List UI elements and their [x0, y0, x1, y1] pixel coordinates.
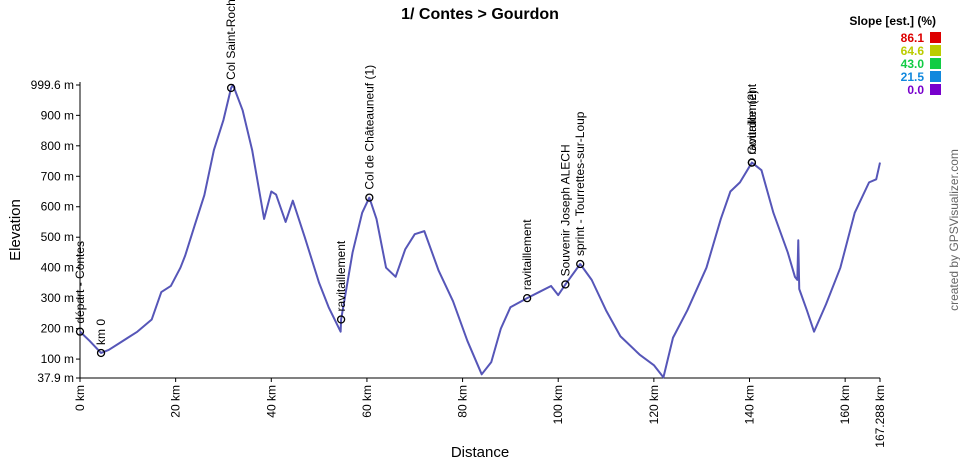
- y-tick-label: 400 m: [41, 261, 74, 275]
- chart-title: 1/ Contes > Gourdon: [401, 6, 559, 23]
- legend-swatch: [930, 32, 941, 43]
- y-tick-label: 700 m: [41, 169, 74, 183]
- waypoint-marker: [522, 293, 532, 303]
- credit: created by GPSVisualizer.com: [947, 149, 960, 311]
- waypoint-marker: [96, 348, 106, 358]
- x-tick-label: 0 km: [73, 385, 87, 411]
- legend-value: 64.6: [901, 44, 925, 58]
- x-tick-label: 140 km: [743, 385, 757, 424]
- x-axis-title: Distance: [451, 444, 509, 460]
- elevation-line: [79, 84, 881, 379]
- waypoint-label: km 0: [94, 319, 108, 345]
- y-tick-label: 800 m: [41, 139, 74, 153]
- waypoint-marker: [75, 327, 85, 336]
- x-tick-label: 40 km: [264, 385, 278, 418]
- y-tick-label: 600 m: [41, 200, 74, 214]
- waypoint-marker: [747, 158, 757, 167]
- legend-swatch: [930, 45, 941, 56]
- legend-value: 21.5: [901, 70, 925, 84]
- x-tick-label: 60 km: [360, 385, 374, 418]
- waypoint-label: ravitaillement: [334, 240, 348, 311]
- waypoint-label: Col Saint-Roch: [224, 0, 238, 80]
- x-tick-label: 100 km: [551, 385, 565, 424]
- waypoint-label: sprint - Tourrettes-sur-Loup: [573, 111, 587, 256]
- x-tick-label: 80 km: [456, 385, 470, 418]
- x-tick-label: 160 km: [838, 385, 852, 424]
- legend-swatch: [930, 84, 941, 95]
- waypoint-label: ravitaillement: [520, 219, 534, 290]
- waypoint-marker: [365, 193, 374, 202]
- legend-value: 0.0: [907, 83, 924, 97]
- legend-title: Slope [est.] (%): [849, 14, 936, 28]
- y-tick-label: 900 m: [41, 108, 74, 122]
- legend-swatch: [930, 71, 941, 82]
- waypoint-label: ravitaillement: [745, 83, 759, 154]
- x-tick-label: 20 km: [169, 385, 183, 418]
- waypoint-label: départ - Contes: [73, 241, 87, 324]
- waypoint-label: Gourdon (2): [745, 90, 759, 155]
- y-tick-label: 999.6 m: [31, 78, 74, 92]
- y-tick-label: 100 m: [41, 352, 74, 366]
- x-tick-label: 120 km: [647, 385, 661, 424]
- waypoint-marker: [226, 83, 236, 93]
- waypoint-label: Souvenir Joseph ALECH: [558, 144, 572, 276]
- y-axis-title: Elevation: [7, 199, 24, 261]
- waypoint-marker: [336, 315, 346, 324]
- legend-value: 43.0: [901, 57, 925, 71]
- legend-value: 86.1: [901, 31, 925, 45]
- x-tick-label: 167.288 km: [873, 385, 887, 448]
- y-tick-label: 300 m: [41, 291, 74, 305]
- legend-swatch: [930, 58, 941, 69]
- y-tick-label: 500 m: [41, 230, 74, 244]
- y-tick-label: 37.9 m: [37, 371, 74, 385]
- waypoint-label: Col de Châteauneuf (1): [362, 65, 376, 190]
- waypoint-marker: [561, 280, 570, 289]
- waypoint-marker: [576, 259, 585, 269]
- y-tick-label: 200 m: [41, 322, 74, 336]
